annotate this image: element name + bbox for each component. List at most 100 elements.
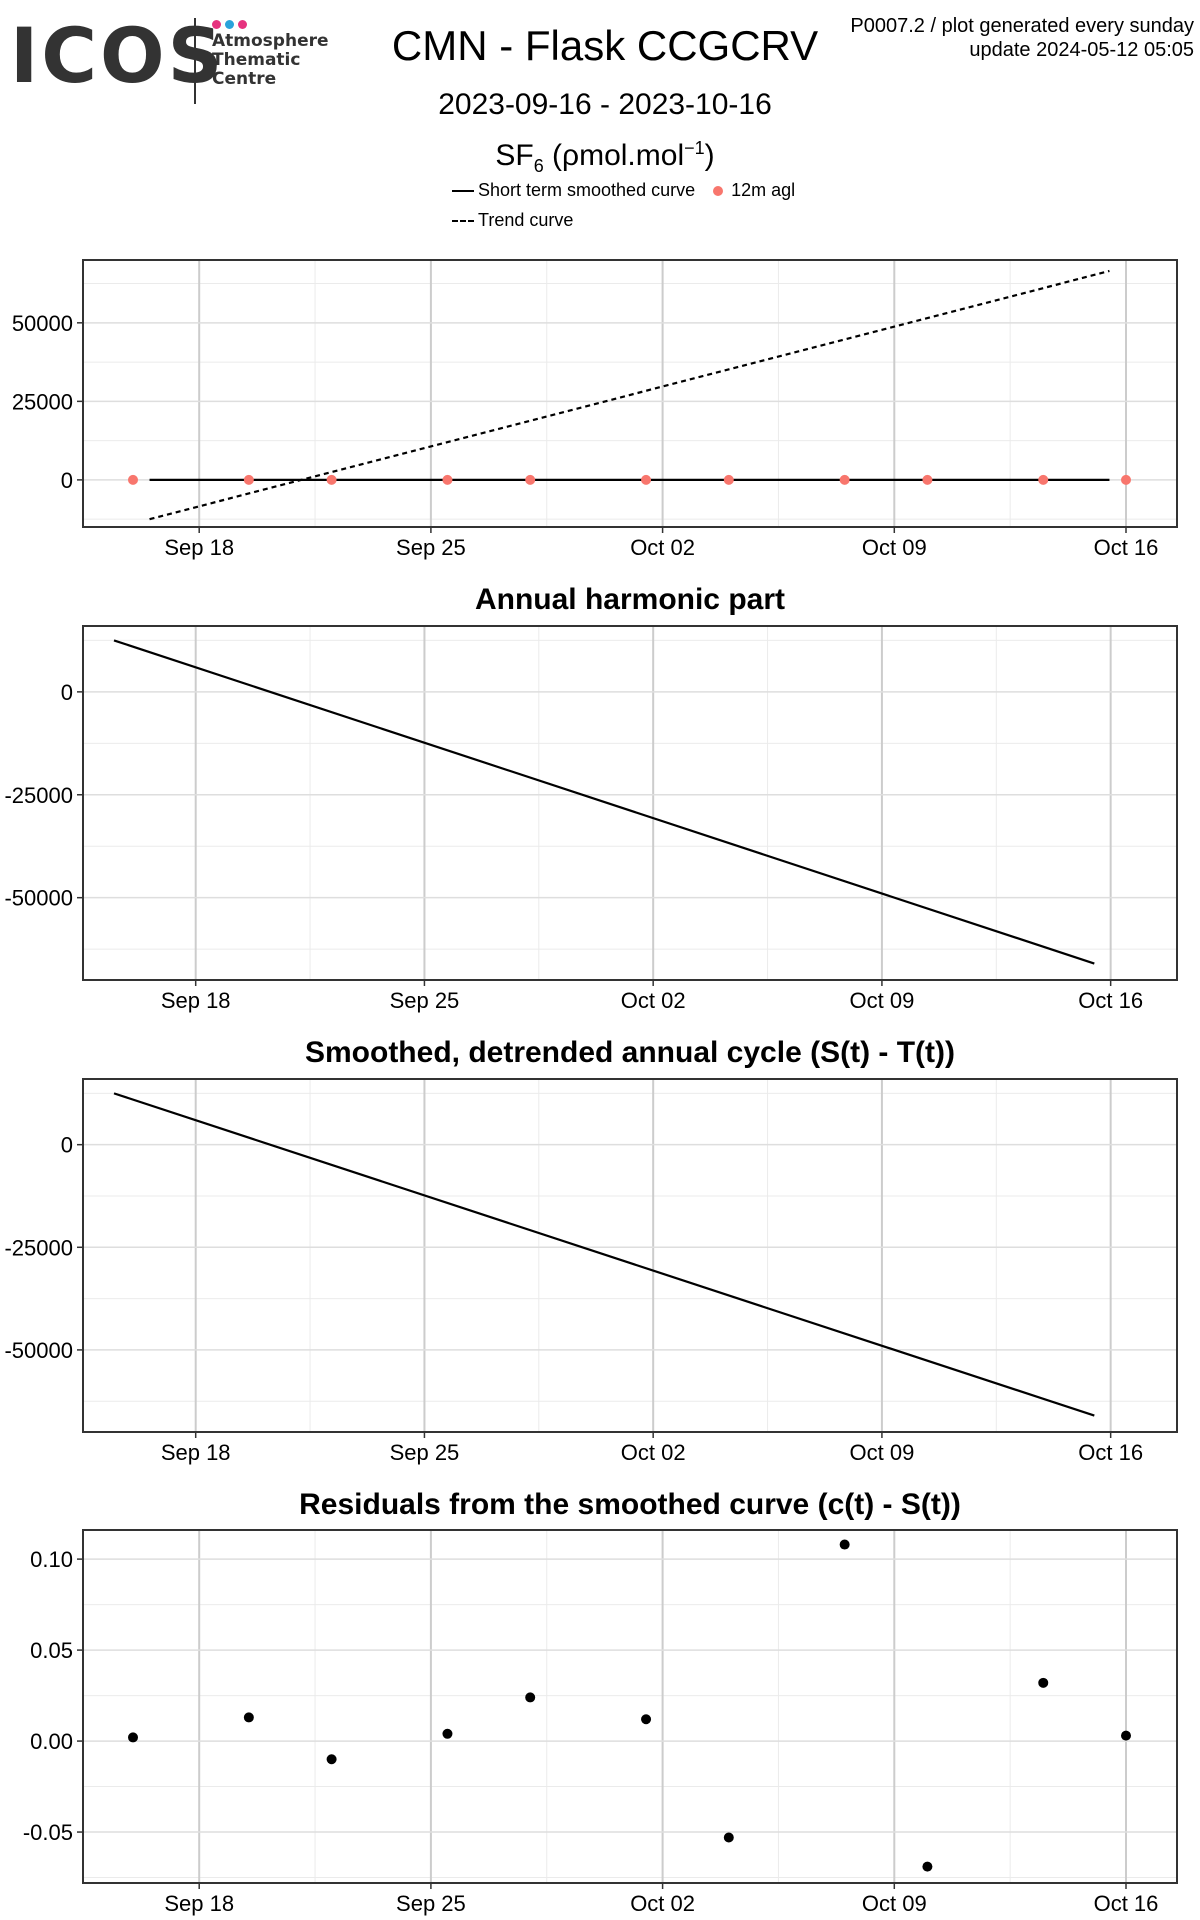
logo-dots [212, 16, 251, 34]
panel-title-detrended: Smoothed, detrended annual cycle (S(t) -… [304, 1036, 956, 1069]
x-tick-label: Oct 16 [1094, 1891, 1159, 1916]
plot-background [83, 1530, 1177, 1883]
chart-detrended-cycle: Sep 18 Sep 25 Oct 02 Oct 09 Oct 16 0 -25000 -50… [4, 1078, 1178, 1465]
x-tick-label: Oct 16 [1094, 535, 1159, 560]
residual-point [525, 1692, 536, 1703]
y-tick-label: 0.10 [30, 1547, 73, 1572]
residual-point [839, 1539, 850, 1550]
logo-divider [194, 18, 196, 104]
y-tick-label: -50000 [4, 1338, 73, 1363]
x-tick-label: Sep 25 [390, 1440, 460, 1465]
sample-point [128, 474, 138, 485]
unit-superscript: −1 [684, 138, 705, 158]
legend-solid-line-icon [452, 190, 474, 193]
chart-annual-harmonic: Sep 18 Sep 25 Oct 02 Oct 09 Oct 16 0 -25000 -50… [4, 625, 1178, 1013]
y-tick-label: 0 [61, 1133, 73, 1158]
residual-point [922, 1861, 933, 1872]
x-tick-label: Oct 16 [1078, 1440, 1143, 1465]
x-tick-label: Oct 09 [862, 1891, 927, 1916]
residual-point [128, 1732, 138, 1743]
y-tick-label: 0 [61, 468, 73, 493]
x-tick-label: Sep 25 [396, 535, 466, 560]
panel-title-harmonic: Annual harmonic part [474, 583, 786, 616]
plot-border [82, 625, 1178, 981]
legend-points-label: 12m agl [731, 180, 796, 200]
x-tick-label: Sep 18 [161, 1440, 231, 1465]
unit-subscript: 6 [533, 156, 544, 176]
logo-dot [238, 20, 247, 29]
plot-id: P0007.2 / plot generated every sunday [850, 15, 1194, 37]
x-tick-label: Oct 16 [1078, 988, 1143, 1013]
residual-point [442, 1728, 453, 1739]
x-tick-label: Sep 18 [164, 1891, 234, 1916]
trend-curve-line [149, 269, 1110, 521]
plot-border [82, 1078, 1178, 1433]
sample-point [839, 474, 850, 485]
y-tick-label: 0.00 [30, 1729, 73, 1754]
residual-point [641, 1714, 652, 1725]
sample-point [442, 474, 453, 485]
legend-row: Trend curve [452, 208, 573, 232]
y-tick-label: -50000 [4, 886, 73, 911]
sample-point [1038, 474, 1049, 485]
unit-title: SF6 (ρmol.mol−1) [0, 138, 1200, 177]
y-tick-label: 0.05 [30, 1638, 73, 1663]
x-tick-label: Oct 09 [850, 1440, 915, 1465]
sample-point [641, 474, 652, 485]
update-timestamp: update 2024-05-12 05:05 [969, 39, 1194, 61]
y-tick-label: -25000 [4, 783, 73, 808]
sample-point [723, 474, 734, 485]
series-line [113, 1092, 1095, 1417]
x-tick-label: Oct 02 [621, 1440, 686, 1465]
plot-border [82, 1529, 1178, 1884]
y-tick-label: 50000 [12, 311, 73, 336]
x-tick-label: Oct 09 [850, 988, 915, 1013]
plot-border [82, 259, 1178, 528]
residual-point [723, 1832, 734, 1843]
legend-trend-label: Trend curve [478, 210, 574, 230]
logo-org-line: Thematic [212, 50, 301, 70]
plot-background [83, 260, 1177, 527]
residual-point [243, 1712, 254, 1723]
residual-point [326, 1754, 337, 1765]
legend-point-icon [713, 186, 724, 197]
y-tick-label: 0 [61, 680, 73, 705]
legend-row: Short term smoothed curve 12m agl [452, 178, 795, 202]
logo-org-line: Atmosphere [212, 31, 329, 51]
x-tick-label: Oct 02 [621, 988, 686, 1013]
x-tick-label: Sep 25 [390, 988, 460, 1013]
panel-title-residuals: Residuals from the smoothed curve (c(t) … [299, 1488, 961, 1521]
page-title: CMN - Flask CCGCRV [391, 22, 819, 69]
y-tick-label: -0.05 [23, 1820, 73, 1845]
legend-dashed-line-icon [452, 220, 474, 223]
x-tick-label: Sep 18 [161, 988, 231, 1013]
logo-dot [225, 20, 234, 29]
x-tick-label: Oct 02 [630, 1891, 695, 1916]
chart-residuals: Sep 18 Sep 25 Oct 02 Oct 09 Oct 16 0.10 0.05 0.… [23, 1529, 1178, 1916]
y-tick-label: 25000 [12, 389, 73, 414]
x-tick-label: Oct 02 [630, 535, 695, 560]
unit-end: ) [704, 139, 715, 172]
sample-point [1121, 474, 1131, 485]
series-line [113, 639, 1095, 965]
unit-base: SF [495, 139, 534, 172]
plot-background [83, 1079, 1177, 1432]
chart-sf6-main: Sep 18 Sep 25 Oct 02 Oct 09 Oct 16 0 25000 5000… [12, 259, 1178, 560]
residual-point [1121, 1730, 1131, 1741]
sample-point [525, 474, 536, 485]
unit-mid: (ρmol.mol [543, 139, 685, 172]
legend-smoothed-label: Short term smoothed curve [478, 180, 696, 200]
logo-org-line: Centre [212, 69, 277, 89]
date-range: 2023-09-16 - 2023-10-16 [438, 88, 772, 121]
logo-org-name: Atmosphere Thematic Centre [212, 32, 329, 89]
sample-point [326, 474, 337, 485]
x-tick-label: Sep 25 [396, 1891, 466, 1916]
y-tick-label: -25000 [4, 1235, 73, 1260]
plot-info: P0007.2 / plot generated every sunday up… [850, 14, 1194, 62]
icos-logo: ICOS [10, 11, 226, 100]
plot-background [83, 626, 1177, 980]
x-tick-label: Sep 18 [164, 535, 234, 560]
sample-point [243, 474, 254, 485]
residual-point [1038, 1677, 1049, 1688]
sample-point [922, 474, 933, 485]
